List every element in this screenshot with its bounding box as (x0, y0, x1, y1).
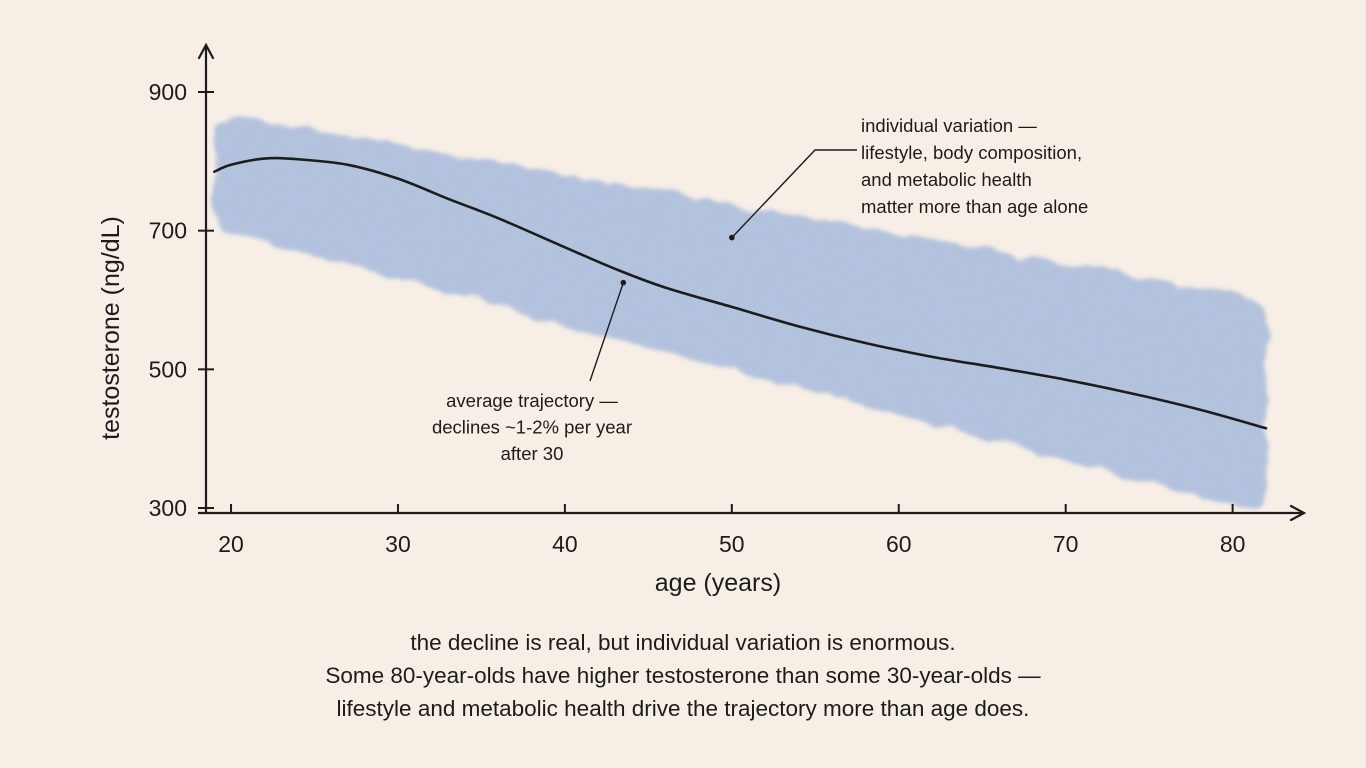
x-axis-arrow (1289, 504, 1307, 522)
annotation-leader-line (589, 282, 624, 382)
x-tick-label: 30 (385, 531, 411, 557)
ticks: 20 30 40 50 60 70 80 300 500 700 900 (149, 79, 1246, 557)
annotation-leader-line (731, 149, 857, 239)
annotation-text: matter more than age alone (861, 196, 1088, 217)
y-axis-title: testosterone (ng/dL) (97, 216, 125, 440)
testosterone-age-chart: 20 30 40 50 60 70 80 300 500 700 900 individual va… (97, 42, 1307, 597)
annotation-text: after 30 (501, 443, 564, 464)
annotations: individual variation — lifestyle, body co… (432, 115, 1088, 464)
caption-line-1: the decline is real, but individual vari… (410, 630, 956, 655)
caption-line-2: Some 80-year-olds have higher testostero… (325, 663, 1041, 688)
y-tick-label: 300 (149, 495, 187, 521)
annotation-text: and metabolic health (861, 169, 1032, 190)
annotation-average: average trajectory — declines ~1-2% per y… (432, 279, 632, 464)
x-tick-label: 70 (1053, 531, 1079, 557)
x-tick-label: 60 (886, 531, 912, 557)
x-tick-label: 80 (1220, 531, 1246, 557)
variation-band-texture (214, 115, 1267, 508)
annotation-text: average trajectory — (446, 390, 618, 411)
x-tick-label: 40 (552, 531, 578, 557)
variation-band (214, 115, 1267, 508)
x-axis-title: age (years) (655, 569, 781, 597)
y-axis-arrow (197, 42, 215, 60)
y-tick-label: 500 (149, 356, 187, 382)
average-trajectory-line (213, 156, 1268, 430)
annotation-text: individual variation — (861, 115, 1037, 136)
annotation-text: declines ~1-2% per year (432, 417, 632, 438)
x-tick-label: 20 (218, 531, 244, 557)
x-tick-label: 50 (719, 531, 745, 557)
annotation-text: lifestyle, body composition, (861, 142, 1082, 163)
axes (197, 42, 1307, 522)
y-tick-label: 900 (149, 79, 187, 105)
caption-line-3: lifestyle and metabolic health drive the… (336, 696, 1030, 721)
chart-caption: the decline is real, but individual vari… (183, 626, 1183, 725)
annotation-variation: individual variation — lifestyle, body co… (729, 115, 1088, 241)
y-tick-label: 700 (149, 218, 187, 244)
